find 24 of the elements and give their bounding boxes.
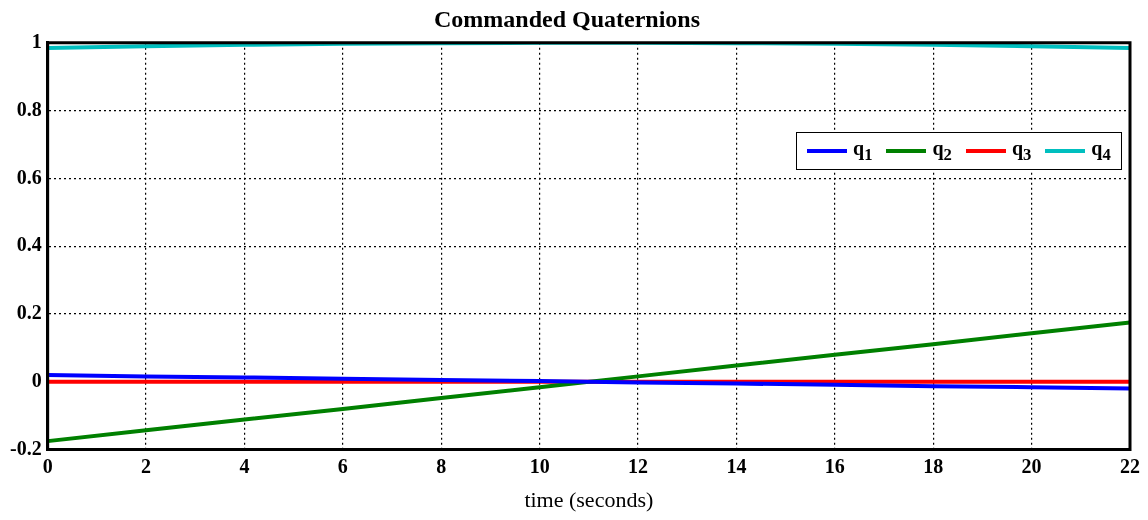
x-tick-label: 14 [726,454,747,477]
x-axis-title: time (seconds) [524,486,654,512]
x-tick-label: 18 [923,454,944,477]
x-tick-label: 20 [1021,454,1042,477]
x-tick-label: 8 [436,454,447,477]
y-tick-label: 1 [31,29,42,52]
y-tick-label: 0.4 [16,233,42,256]
x-tick-label: 10 [529,454,550,477]
y-tick-label: -0.2 [9,436,42,459]
y-tick-label: 0.8 [16,97,42,120]
legend-label: q$_{1}$ [853,137,873,166]
chart-title: Commanded Quaternions [433,5,701,32]
legend-label: q$_{2}$ [932,137,952,166]
legend-label: q$_{4}$ [1091,137,1111,166]
y-tick-label: 0 [31,368,42,391]
x-tick-label: 4 [239,454,250,477]
y-tick-label: 0.2 [16,301,42,324]
x-tick-label: 22 [1120,454,1140,477]
x-tick-label: 2 [141,454,152,477]
y-tick-label: 0.6 [16,165,42,188]
x-tick-label: 16 [824,454,845,477]
legend-label: q$_{3}$ [1011,137,1032,166]
x-tick-label: 12 [628,454,649,477]
x-tick-label: 6 [337,454,348,477]
